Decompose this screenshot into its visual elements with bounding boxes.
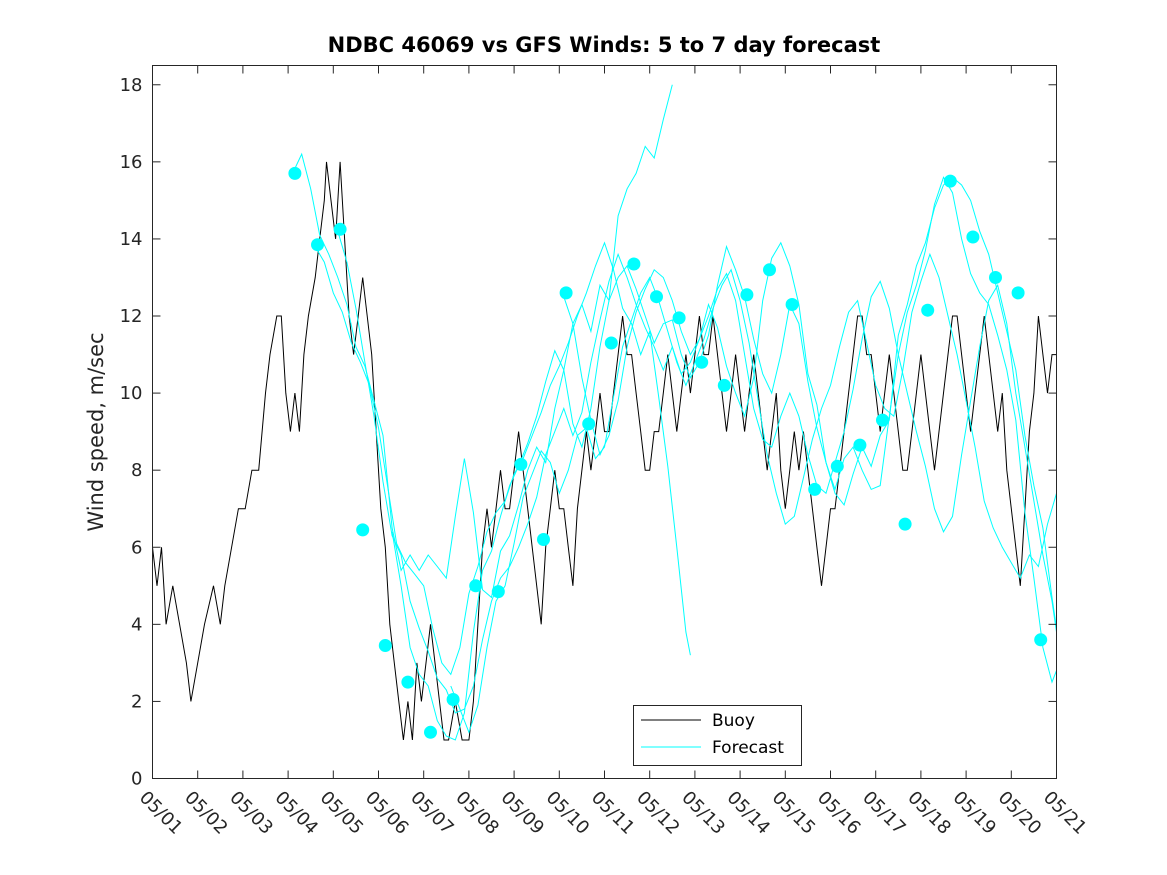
forecast-marker [491, 585, 505, 599]
forecast-marker [830, 459, 844, 473]
forecast-marker [672, 311, 686, 325]
legend: Buoy Forecast [633, 705, 802, 766]
y-axis-label: Wind speed, m/sec [84, 332, 108, 531]
forecast-marker [921, 303, 935, 317]
forecast-series-line [391, 176, 1057, 741]
forecast-marker [943, 174, 957, 188]
forecast-marker [1011, 286, 1025, 300]
buoy-series-line [152, 161, 1057, 741]
forecast-marker [898, 517, 912, 531]
forecast-marker [740, 288, 754, 302]
forecast-marker [989, 271, 1002, 284]
y-tick-label: 14 [120, 229, 143, 250]
forecast-marker [650, 290, 663, 304]
forecast-marker [446, 693, 460, 706]
y-tick-label: 16 [120, 152, 143, 173]
forecast-marker [695, 355, 709, 369]
forecast-marker [808, 482, 822, 496]
y-tick-label: 4 [131, 614, 142, 635]
forecast-marker [288, 166, 302, 180]
forecast-marker [717, 378, 731, 392]
y-tick-label: 6 [131, 537, 142, 558]
forecast-marker [604, 336, 618, 350]
forecast-marker [356, 523, 370, 537]
y-tick-label: 0 [131, 769, 142, 790]
forecast-marker [469, 579, 483, 593]
legend-box [633, 705, 802, 766]
forecast-marker [559, 286, 573, 300]
forecast-marker [1034, 633, 1048, 647]
forecast-marker [876, 413, 889, 427]
forecast-marker [627, 257, 641, 271]
forecast-marker [401, 675, 415, 689]
forecast-series-line [450, 252, 1057, 734]
y-tick-label: 2 [131, 691, 142, 712]
y-tick-label: 18 [120, 75, 143, 96]
forecast-marker [763, 263, 776, 277]
forecast-marker [582, 417, 596, 431]
forecast-marker [378, 639, 392, 652]
forecast-marker [537, 533, 550, 546]
forecast-series-line [563, 268, 1057, 633]
y-axis: 0 2 4 6 8 10 12 14 16 18 [120, 75, 1057, 790]
legend-label-forecast: Forecast [712, 738, 784, 758]
forecast-marker [311, 238, 324, 252]
y-tick-label: 8 [131, 460, 142, 481]
forecast-marker [853, 438, 867, 452]
forecast-marker [333, 222, 347, 236]
forecast-marker [514, 457, 528, 471]
legend-label-buoy: Buoy [712, 711, 755, 731]
y-tick-label: 10 [120, 383, 143, 404]
chart-title: NDBC 46069 vs GFS Winds: 5 to 7 day fore… [328, 33, 881, 57]
y-tick-label: 12 [120, 306, 143, 327]
forecast-marker [785, 298, 799, 311]
plot-area [152, 84, 1057, 741]
forecast-marker [966, 230, 980, 244]
forecast-marker [424, 725, 437, 739]
